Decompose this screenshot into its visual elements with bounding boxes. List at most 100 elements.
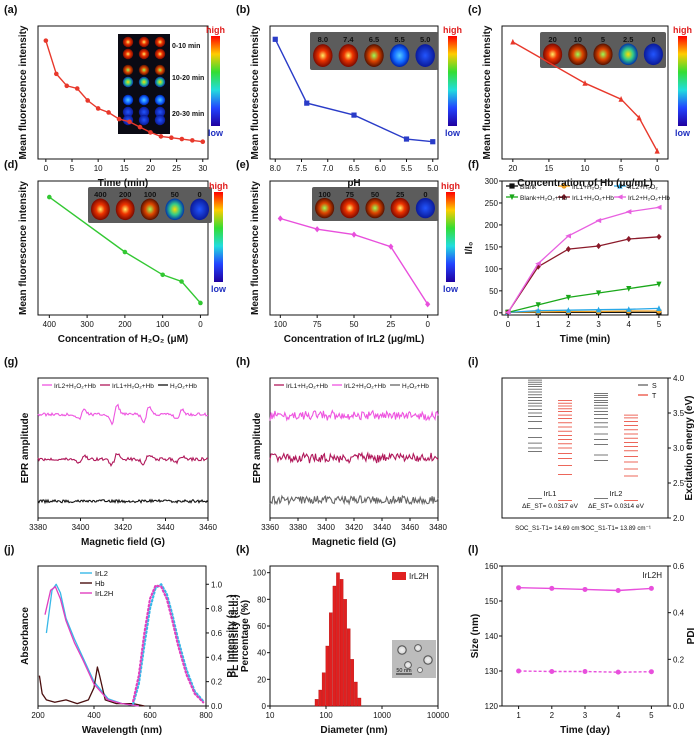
panel-f-point	[595, 306, 602, 313]
panel-a-point	[95, 106, 101, 111]
panel-j-y-tick-label: 0.2	[211, 678, 223, 687]
panel-f-legend-marker	[561, 193, 567, 201]
panel-a-well	[122, 76, 134, 88]
panel-h-x-tick-label: 3460	[401, 523, 419, 532]
panel-c-x-tick-label: 10	[581, 164, 590, 173]
panel-l-x-tick-label: 3	[583, 711, 588, 720]
panel-g-legend-label: H₂O₂+Hb	[170, 383, 197, 390]
panel-j-series-line	[44, 586, 139, 707]
panel-b-x-tick-label: 6.0	[375, 164, 387, 173]
panel-a-well	[138, 48, 150, 60]
panel-k-bar	[339, 579, 344, 707]
panel-f-series-line	[507, 310, 659, 314]
panel-f-y-tick-label: 50	[489, 287, 498, 296]
panel-a-well	[154, 36, 166, 48]
panel-j-series-line	[132, 583, 205, 705]
panel-e-well	[415, 197, 435, 219]
panel-i-y-tick-label: 2.5	[673, 479, 685, 488]
panel-j-x-label: Wavelength (nm)	[82, 725, 162, 735]
panel-f-x-tick-label: 4	[627, 320, 632, 329]
panel-a-well	[138, 76, 150, 88]
panel-f-legend-label: IrL2+H₂O₂+Hb	[628, 195, 670, 202]
panel-l-y-tick-label: 130	[485, 667, 499, 676]
panel-c-well-label: 0	[651, 35, 655, 44]
panel-a-well	[154, 48, 166, 60]
panel-l-pdi-point	[549, 668, 555, 674]
panel-f-point	[656, 233, 662, 240]
panel-k-tem-particle	[417, 667, 423, 673]
panel-l-x-tick-label: 5	[649, 711, 654, 720]
panel-g-legend-label: IrL1+H₂O₂+Hb	[112, 383, 154, 390]
panel-e-x-tick-label: 0	[425, 320, 430, 329]
panel-f-x-tick-label: 3	[596, 320, 601, 329]
panel-l-size-point	[615, 588, 621, 593]
panel-d-well	[140, 198, 160, 221]
panel-k-y-tick-label: 100	[253, 569, 267, 578]
panel-f-legend-marker	[509, 183, 515, 189]
panel-c-x-label: Concentration of Hb (μg/mL)	[517, 178, 653, 189]
panel-k-legend-swatch	[392, 572, 406, 580]
panel-b-well-label: 5.0	[420, 35, 430, 44]
colorbar-high-label: high	[673, 25, 692, 35]
panel-e-well-label: 75	[346, 190, 354, 199]
panel-e-well-label: 25	[396, 190, 404, 199]
panel-a-well	[154, 76, 166, 88]
panel-b-well-label: 7.4	[343, 35, 354, 44]
panel-a-x-tick-label: 20	[146, 164, 155, 173]
panel-a-well	[154, 94, 166, 106]
panel-f-y-tick-label: 100	[485, 265, 499, 274]
panel-d-x-tick-label: 0	[198, 320, 203, 329]
panel-k-x-label: Diameter (nm)	[320, 725, 387, 735]
panel-l-y-tick-label: 150	[485, 597, 499, 606]
panel-e-point	[351, 231, 357, 238]
panel-f-y-tick-label: 0	[494, 309, 499, 318]
panel-f-point	[656, 305, 662, 312]
panel-j-y-tick-label: 1.0	[211, 580, 223, 589]
panel-d-point	[160, 272, 165, 278]
panel-k-tem-particle	[397, 645, 407, 655]
panel-k-tem-particle	[404, 661, 412, 669]
panel-j-y-tick-label: 0.0	[211, 702, 223, 711]
colorbar	[446, 192, 455, 282]
panel-h-x-tick-label: 3480	[429, 523, 447, 532]
panel-letter-i: (i)	[468, 356, 479, 368]
panel-h-x-tick-label: 3420	[345, 523, 363, 532]
panel-l-y-tick-label: 140	[485, 632, 499, 641]
panel-d-x-tick-label: 100	[156, 320, 170, 329]
panel-letter-g: (g)	[4, 356, 18, 368]
panel-f-point	[595, 290, 602, 297]
panel-b-point	[304, 100, 310, 106]
panel-e-x-tick-label: 100	[274, 320, 288, 329]
panel-l-legend-label: IrL2H	[642, 571, 662, 580]
panel-c-y-label: Mean fluorescence intensity	[482, 25, 493, 159]
panel-d-x-tick-label: 400	[43, 320, 57, 329]
panel-f-legend-marker	[616, 194, 623, 200]
panel-j-frame	[37, 565, 207, 707]
panel-f-series-line	[507, 236, 659, 313]
panel-h-legend-label: IrL2+H₂O₂+Hb	[344, 383, 386, 390]
panel-k-bar	[350, 659, 354, 707]
panel-b-point	[351, 112, 357, 118]
panel-e-well	[390, 197, 410, 219]
panel-g-x-label: Magnetic field (G)	[81, 537, 165, 548]
panel-a-well	[138, 36, 150, 48]
panel-c-point	[636, 114, 642, 121]
panel-k-bar	[332, 585, 337, 707]
panel-d-frame	[37, 180, 209, 316]
panel-letter-l: (l)	[468, 544, 479, 556]
colorbar-low-label: low	[445, 128, 461, 138]
panel-k-legend-label: IrL2H	[409, 572, 429, 581]
panel-a-point	[169, 135, 174, 141]
panel-l-y-tick-label: 0.6	[673, 562, 685, 571]
panel-d-well-label: 100	[144, 190, 157, 199]
panel-h-x-tick-label: 3360	[261, 523, 279, 532]
panel-a-x-tick-label: 5	[70, 164, 75, 173]
panel-j-y-tick-label: 0.6	[211, 629, 223, 638]
panel-f-series-line	[507, 206, 659, 313]
panel-g-x-tick-label: 3440	[157, 523, 175, 532]
panel-c-well	[568, 43, 588, 66]
panel-k-x-tick-label: 1000	[373, 711, 391, 720]
panel-i-group-label: IrL1	[544, 489, 557, 498]
axes-layer	[37, 25, 687, 709]
colorbar	[214, 192, 223, 282]
